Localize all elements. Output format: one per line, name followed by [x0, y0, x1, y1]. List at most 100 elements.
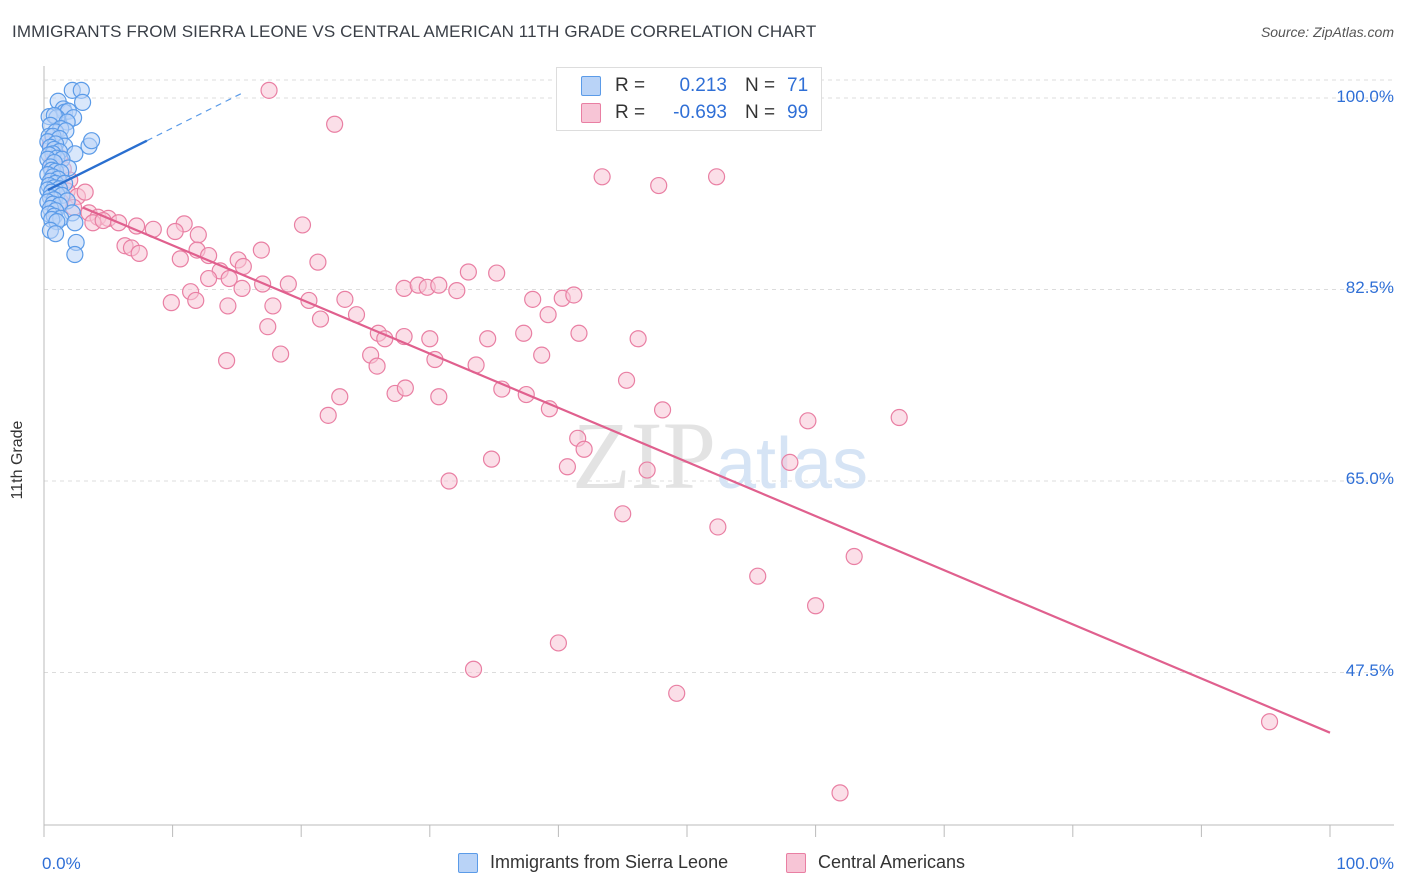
data-point-central-americans [653, 401, 672, 419]
data-point-central-americans [76, 183, 94, 201]
data-point-central-americans [464, 660, 483, 678]
data-point-central-americans [187, 291, 205, 310]
legend-swatch-pink [581, 103, 601, 123]
data-point-central-americans [638, 461, 656, 479]
data-point-central-americans [570, 324, 588, 342]
data-point-central-americans [130, 244, 148, 262]
data-point-sierra-leone [73, 93, 92, 111]
data-point-central-americans [459, 263, 477, 281]
data-point-central-americans [189, 226, 207, 244]
data-point-sierra-leone [66, 214, 84, 232]
legend-r-label: R = [615, 102, 646, 123]
data-point-central-americans [524, 290, 542, 308]
bottom-legend-item-central-americans: Central Americans [786, 852, 965, 873]
data-point-central-americans [617, 371, 636, 389]
watermark: ZIPatlas [572, 402, 868, 509]
trend-line-sierra-leone-extension [146, 91, 244, 142]
bottom-legend-swatch-pink [786, 852, 806, 873]
data-point-central-americans [293, 216, 312, 234]
data-point-central-americans [629, 330, 647, 348]
data-point-central-americans [575, 440, 593, 458]
data-point-central-americans [218, 352, 236, 370]
data-point-central-americans [421, 330, 439, 348]
legend-r-label: R = [615, 75, 646, 96]
data-point-central-americans [650, 176, 668, 195]
data-point-central-americans [430, 388, 448, 406]
data-point-central-americans [220, 269, 238, 288]
source-note: Source: ZipAtlas.com [1260, 24, 1394, 40]
data-point-central-americans [326, 115, 344, 133]
data-point-central-americans [614, 505, 632, 523]
data-point-central-americans [448, 281, 466, 300]
bottom-legend-label: Central Americans [818, 852, 966, 872]
data-point-central-americans [799, 412, 817, 430]
data-point-central-americans [272, 345, 290, 363]
trend-line-sierra-leone [47, 139, 148, 191]
data-point-central-americans [831, 784, 849, 802]
data-point-central-americans [565, 286, 583, 304]
y-tick-label-65: 65.0% [1345, 469, 1394, 488]
data-point-central-americans [200, 269, 218, 288]
data-point-central-americans [845, 547, 863, 566]
chart-title: IMMIGRANTS FROM SIERRA LEONE VS CENTRAL … [12, 22, 817, 41]
data-point-central-americans [233, 279, 251, 298]
data-point-sierra-leone [66, 245, 84, 264]
legend-row-central-americans: R = -0.693 N = 99 [581, 100, 808, 126]
data-point-central-americans [166, 222, 184, 241]
data-point-central-americans [259, 318, 277, 336]
data-point-central-americans [368, 357, 386, 375]
correlation-legend: R = 0.213 N = 71 R = -0.693 N = 99 [556, 67, 822, 131]
data-point-central-americans [171, 250, 189, 268]
data-point-central-americans [593, 168, 611, 186]
data-point-central-americans [479, 330, 497, 348]
data-point-central-americans [309, 253, 327, 271]
data-point-central-americans [558, 458, 577, 476]
data-point-central-americans [806, 597, 825, 615]
series-sierra-leone [39, 81, 101, 264]
data-point-central-americans [319, 406, 337, 424]
data-point-central-americans [396, 379, 414, 397]
data-point-sierra-leone [46, 225, 65, 243]
legend-n-label: N = [745, 102, 776, 123]
data-point-central-americans [331, 388, 349, 406]
trend-layer [47, 91, 1331, 734]
watermark-zip: ZIP [572, 402, 716, 509]
bottom-legend-item-sierra-leone: Immigrants from Sierra Leone [458, 852, 728, 873]
data-point-central-americans [533, 346, 551, 364]
data-point-central-americans [749, 567, 767, 585]
data-point-central-americans [709, 518, 727, 536]
legend-r-value: 0.213 [679, 75, 727, 96]
data-point-central-americans [515, 324, 533, 342]
data-point-central-americans [264, 297, 282, 315]
bottom-legend: Immigrants from Sierra Leone Central Ame… [0, 852, 1406, 878]
legend-n-value: 99 [787, 102, 809, 123]
data-point-central-americans [260, 81, 278, 99]
data-point-central-americans [279, 275, 297, 293]
legend-row-sierra-leone: R = 0.213 N = 71 [581, 73, 808, 99]
data-point-central-americans [539, 306, 557, 324]
legend-r-value: -0.693 [673, 102, 727, 123]
data-point-central-americans [311, 310, 330, 328]
data-point-central-americans [440, 472, 458, 490]
data-point-central-americans [395, 279, 413, 298]
legend-n-label: N = [745, 75, 776, 96]
trend-line-central-americans [82, 206, 1331, 734]
x-tick-label-min: 0.0% [42, 854, 81, 873]
data-point-central-americans [488, 264, 506, 282]
y-tick-label-82-5: 82.5% [1345, 278, 1394, 297]
bottom-legend-swatch-blue [458, 852, 478, 873]
y-tick-label-47-5: 47.5% [1345, 661, 1394, 680]
data-point-central-americans [668, 684, 686, 702]
data-point-sierra-leone [82, 132, 101, 150]
y-tick-label-100: 100.0% [1336, 87, 1394, 106]
data-point-central-americans [549, 634, 568, 652]
data-point-central-americans [482, 450, 501, 468]
data-point-central-americans [890, 408, 908, 427]
legend-n-value: 71 [787, 75, 809, 96]
data-point-central-americans [707, 168, 726, 186]
legend-swatch-blue [581, 76, 601, 96]
bottom-legend-label: Immigrants from Sierra Leone [490, 852, 729, 872]
data-point-central-americans [430, 276, 448, 294]
data-point-central-americans [219, 297, 237, 315]
